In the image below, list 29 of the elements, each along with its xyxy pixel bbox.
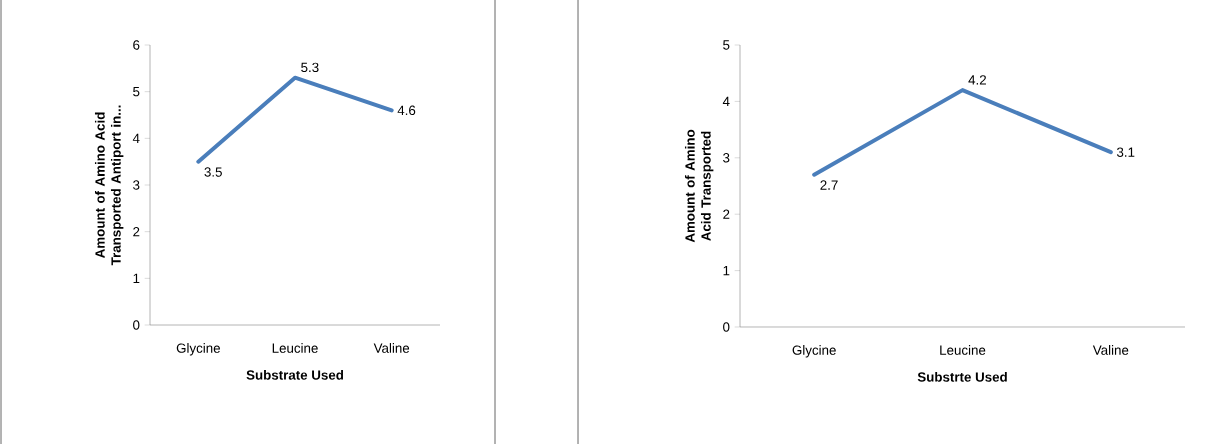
y-tick-label: 4 — [722, 96, 730, 106]
data-label: 4.6 — [397, 105, 416, 116]
y-tick-label: 1 — [723, 266, 730, 276]
y-tick-label: 0 — [723, 322, 730, 332]
y-tick-label: 3 — [723, 153, 730, 163]
x-tick-label: Glycine — [176, 343, 220, 356]
x-tick-label: Valine — [373, 343, 410, 353]
x-tick-label: Glycine — [792, 345, 836, 358]
y-tick-label: 3 — [133, 180, 140, 190]
y-tick-label: 2 — [723, 209, 730, 219]
y-axis-title: Amount of Amino Acid Transported — [684, 129, 714, 243]
y-tick-label: 1 — [133, 273, 140, 283]
data-label: 2.7 — [820, 180, 838, 190]
y-tick-label: 0 — [133, 320, 140, 330]
y-axis-title: Amount of Amino Acid Transported Antiport in... — [94, 105, 124, 266]
x-tick-label: Valine — [1092, 345, 1129, 355]
y-tick-label: 4 — [132, 133, 140, 143]
x-tick-label: Leucine — [940, 345, 986, 355]
data-label: 5.3 — [301, 62, 319, 73]
y-tick-label: 6 — [133, 40, 140, 50]
data-label: 3.1 — [1116, 147, 1135, 157]
y-tick-label: 5 — [723, 40, 730, 50]
y-tick-label: 2 — [133, 227, 140, 237]
data-label: 3.5 — [204, 167, 222, 177]
x-tick-label: Leucine — [272, 343, 318, 353]
data-label: 4.2 — [968, 75, 986, 85]
x-axis-title: Substrte Used — [917, 371, 1007, 382]
y-tick-label: 5 — [133, 87, 140, 97]
x-axis-title: Substrate Used — [246, 369, 344, 380]
